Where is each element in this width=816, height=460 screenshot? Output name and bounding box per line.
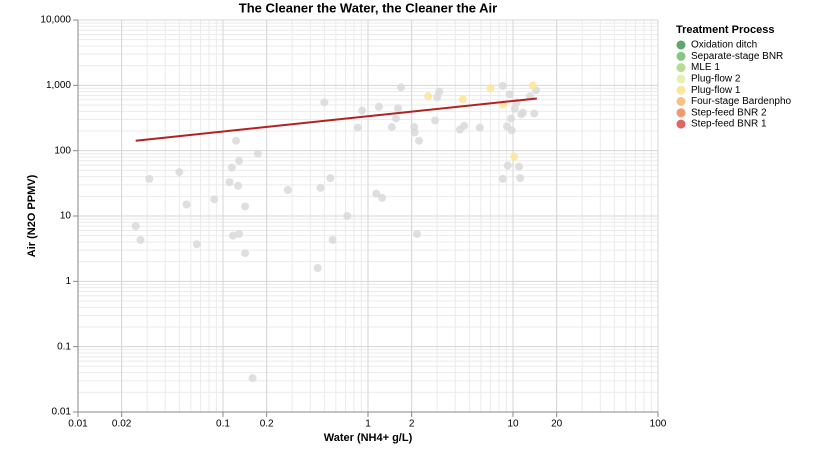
point: [248, 374, 257, 383]
x-tick-label: 0.02: [112, 419, 132, 430]
legend-label: Oxidation ditch: [691, 40, 757, 51]
point: [516, 174, 525, 183]
x-tick-label: 20: [551, 419, 563, 430]
legend-swatch: [676, 97, 686, 106]
point: [182, 200, 191, 209]
x-tick-label: 0.2: [260, 419, 274, 430]
point: [313, 263, 322, 272]
legend-swatch: [676, 108, 686, 118]
point: [460, 121, 469, 130]
legend-label: MLE 1: [691, 62, 720, 73]
point: [232, 136, 241, 145]
point: [510, 104, 519, 113]
point: [503, 161, 512, 170]
point: [175, 168, 184, 177]
point: [241, 202, 250, 211]
point: [431, 116, 440, 125]
y-axis-title: Air (N2O PPMV): [26, 174, 38, 257]
x-tick-label: 1: [365, 419, 371, 430]
point: [498, 81, 507, 90]
legend-label: Step-feed BNR 1: [691, 119, 767, 130]
point: [507, 126, 516, 135]
point: [234, 181, 243, 190]
point: [328, 235, 337, 244]
x-tick-label: 100: [650, 419, 667, 430]
legend-label: Separate-stage BNR: [691, 51, 783, 62]
point: [210, 195, 219, 204]
point: [415, 136, 424, 145]
trend-line: [135, 97, 537, 142]
point: [505, 90, 514, 99]
point: [136, 235, 145, 244]
legend-swatch: [676, 85, 686, 95]
point: [393, 104, 402, 113]
point: [353, 123, 362, 132]
point: [374, 102, 383, 111]
legend-label: Plug-flow 2: [691, 74, 741, 85]
legend-swatch: [676, 119, 686, 129]
legend-swatch: [676, 40, 686, 50]
point: [486, 84, 495, 93]
x-axis-title: Water (NH4+ g/L): [324, 432, 413, 444]
point: [241, 249, 250, 258]
point: [413, 230, 422, 239]
point: [343, 212, 352, 220]
point: [235, 230, 244, 239]
point: [326, 174, 335, 183]
point: [225, 178, 234, 187]
point: [528, 81, 537, 90]
point: [507, 114, 516, 123]
point: [458, 95, 467, 104]
point: [283, 186, 292, 195]
x-tick-label: 2: [409, 419, 415, 430]
y-tick-label: 0.1: [57, 341, 71, 352]
point: [253, 149, 262, 158]
chart-title: The Cleaner the Water, the Cleaner the A…: [239, 0, 497, 15]
y-tick-label: 1,000: [46, 80, 71, 91]
point: [358, 106, 367, 115]
x-tick-label: 0.01: [68, 419, 88, 430]
y-tick-label: 1: [65, 276, 71, 287]
legend-swatch: [676, 63, 686, 73]
point: [435, 87, 444, 96]
point: [510, 152, 519, 161]
legend-label: Four-stage Bardenpho: [691, 96, 792, 107]
point: [392, 114, 401, 123]
point: [515, 162, 524, 171]
point: [518, 108, 527, 117]
point: [498, 174, 507, 183]
point: [320, 98, 329, 107]
x-tick-label: 10: [507, 419, 519, 430]
point: [227, 163, 236, 172]
point: [397, 83, 406, 92]
point: [387, 123, 396, 132]
point: [228, 231, 237, 240]
point: [131, 222, 140, 231]
legend-label: Step-feed BNR 2: [691, 107, 767, 118]
point: [145, 174, 154, 183]
legend-swatch: [676, 74, 686, 84]
x-tick-label: 0.1: [216, 419, 230, 430]
point: [372, 189, 381, 198]
y-tick-label: 100: [54, 145, 71, 156]
point: [192, 240, 201, 249]
legend-title: Treatment Process: [676, 24, 774, 36]
y-tick-label: 10: [60, 211, 72, 222]
y-tick-label: 0.01: [52, 407, 72, 418]
y-tick-label: 10,000: [40, 15, 71, 26]
point: [410, 128, 419, 137]
point: [378, 193, 387, 202]
legend-label: Plug-flow 1: [691, 85, 741, 96]
point: [475, 123, 484, 132]
legend-swatch: [676, 51, 686, 61]
point: [424, 92, 433, 101]
point: [530, 109, 539, 118]
point: [316, 183, 325, 192]
point: [235, 156, 244, 165]
